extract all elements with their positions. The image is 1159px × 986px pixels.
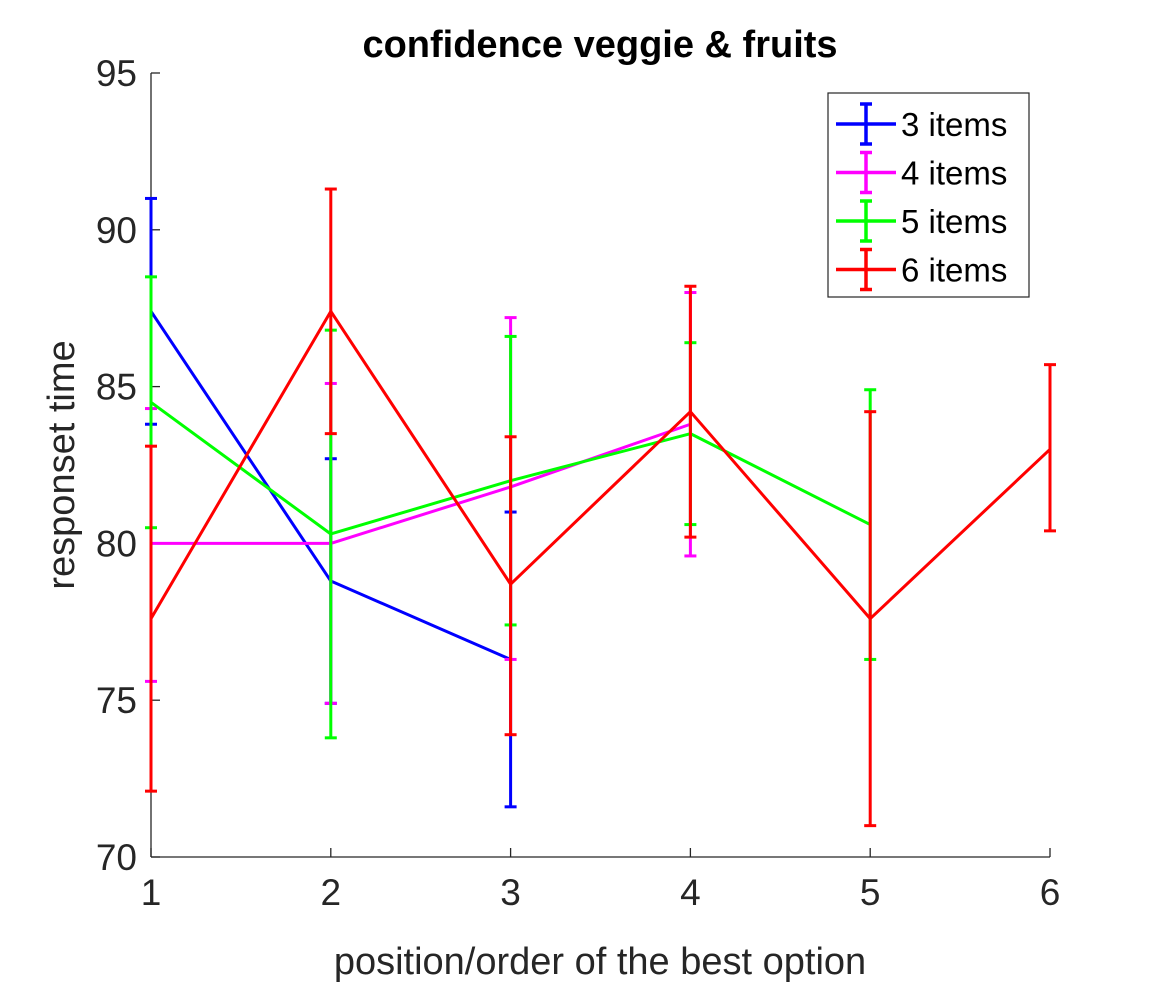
y-axis-label: responset time: [41, 340, 83, 589]
series-6-items: [145, 187, 1056, 828]
x-tick-label: 1: [141, 872, 162, 913]
legend-item: 4 items: [836, 150, 1007, 195]
legend-item: 3 items: [836, 102, 1007, 146]
y-tick-label: 95: [96, 53, 137, 94]
x-axis-label: position/order of the best option: [334, 941, 866, 983]
y-tick-label: 70: [96, 837, 137, 878]
legend-label: 3 items: [901, 106, 1007, 143]
y-tick-label: 85: [96, 367, 137, 408]
series-layer: [145, 187, 1056, 828]
x-tick-label: 2: [321, 872, 342, 913]
x-tick-label: 4: [680, 872, 701, 913]
series-line: [151, 422, 691, 545]
legend: 3 items 4 items 5 items 6 items: [827, 92, 1030, 298]
legend-item: 6 items: [836, 247, 1007, 292]
axes: 1 2 3 4 5 6 70 75 80 85 90 95: [96, 53, 1060, 913]
legend-label: 5 items: [901, 203, 1007, 240]
legend-box: [827, 92, 1030, 298]
y-tick-label: 90: [96, 210, 137, 251]
x-tick-label: 6: [1040, 872, 1061, 913]
legend-item: 5 items: [836, 199, 1007, 243]
series-line: [149, 309, 1052, 621]
y-tick-label: 80: [96, 523, 137, 564]
legend-label: 4 items: [901, 155, 1007, 192]
x-tick-label: 3: [500, 872, 521, 913]
legend-label: 6 items: [901, 252, 1007, 289]
chart-title: confidence veggie & fruits: [362, 24, 837, 66]
x-tick-label: 5: [860, 872, 881, 913]
y-tick-label: 75: [96, 680, 137, 721]
legend-items: 3 items 4 items 5 items 6 items: [836, 102, 1007, 292]
